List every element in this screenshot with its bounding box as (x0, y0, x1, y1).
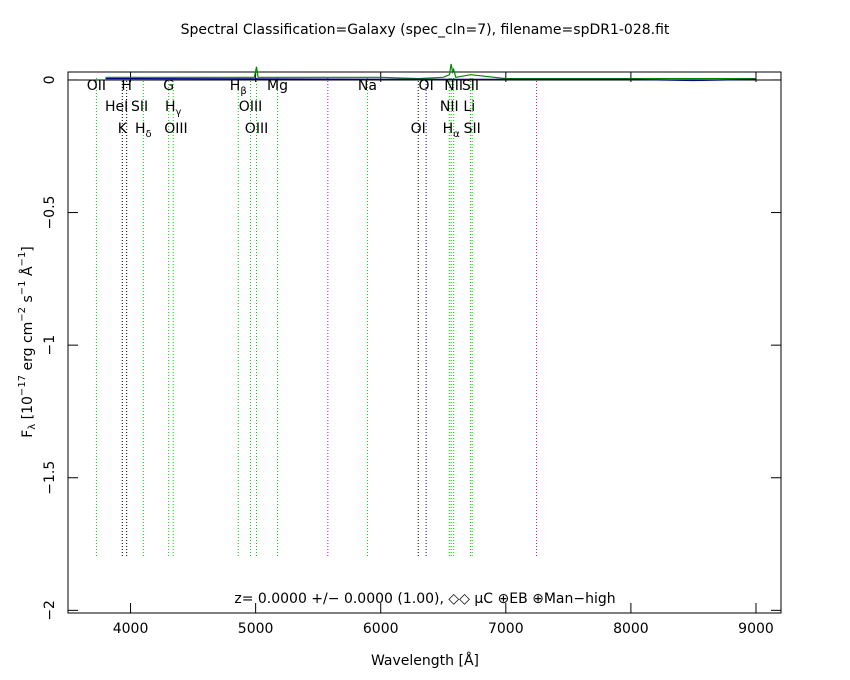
line-label-text: H (165, 99, 176, 115)
line-label-text: NII (440, 99, 459, 115)
line-label-sub: α (453, 129, 460, 140)
x-tick-label: 5000 (238, 621, 274, 637)
y-tick-label: −1.5 (42, 461, 58, 495)
chart-title: Spectral Classification=Galaxy (spec_cln… (181, 22, 670, 38)
y-axis-label-part: ] (20, 246, 36, 251)
line-label: OIII (245, 121, 268, 137)
line-label-text: Li (463, 99, 475, 115)
line-label: Hβ (230, 78, 247, 97)
line-label-text: OII (87, 78, 106, 94)
line-label-text: SII (131, 99, 148, 115)
x-axis-label: Wavelength [Å] (371, 652, 479, 669)
y-axis-label: Fλ [10−17 erg cm−2 s−1 Å−1] (17, 246, 38, 438)
line-label: NII (440, 99, 459, 115)
line-label-text: K (118, 121, 128, 137)
y-axis-label-part: Å (19, 266, 36, 280)
y-axis-label-part: erg cm (20, 322, 36, 375)
spectrum-line (105, 78, 757, 82)
line-label-text: OI (411, 121, 426, 137)
x-tick-label: 8000 (613, 621, 649, 637)
line-label: SII (464, 121, 481, 137)
y-axis-label-part: −1 (17, 252, 28, 267)
line-label-text: OIII (245, 121, 268, 137)
line-label-text: Na (358, 78, 377, 94)
line-label: OI (419, 78, 434, 94)
y-axis-label-part: s (20, 295, 36, 307)
line-label: Li (463, 99, 475, 115)
line-label: HeI (105, 99, 128, 115)
line-label-text: HeI (105, 99, 128, 115)
line-label: OI (411, 121, 426, 137)
line-label-text: H (230, 78, 241, 94)
line-label: NII (444, 78, 463, 94)
annotation: z= 0.0000 +/− 0.0000 (1.00), ◇◇ μC ⊕EB ⊕… (234, 591, 615, 607)
line-label-sub: δ (146, 129, 152, 140)
x-tick-label: 4000 (113, 621, 149, 637)
x-tick-label: 6000 (363, 621, 399, 637)
line-label: SII (462, 78, 479, 94)
y-axis-label-part: F (20, 430, 36, 438)
line-label-sub: β (240, 86, 246, 97)
line-label: Hγ (165, 99, 182, 118)
line-label: OIII (164, 121, 187, 137)
line-label: SII (131, 99, 148, 115)
line-label-text: OIII (164, 121, 187, 137)
line-label-text: H (121, 78, 132, 94)
line-label: OIII (239, 99, 262, 115)
line-label: Mg (267, 78, 288, 94)
y-tick-label: −1 (42, 335, 58, 356)
line-label: Hδ (135, 121, 152, 140)
y-tick-label: −0.5 (42, 196, 58, 230)
y-axis-label-part: λ (27, 424, 38, 430)
line-label-text: OI (419, 78, 434, 94)
line-label-text: SII (462, 78, 479, 94)
y-tick-label: 0 (42, 75, 58, 84)
x-tick-label: 7000 (488, 621, 524, 637)
line-label-sub: γ (176, 107, 182, 118)
spectrum-line (105, 63, 756, 80)
y-axis-label-part: −1 (17, 280, 28, 295)
plot-frame (67, 71, 782, 614)
line-label-text: OIII (239, 99, 262, 115)
line-label: G (163, 78, 174, 94)
y-axis-label-part: −17 (17, 375, 28, 396)
line-label-text: G (163, 78, 174, 94)
line-label: Hα (443, 121, 461, 140)
line-label-text: H (135, 121, 146, 137)
line-label-text: H (443, 121, 454, 137)
line-label: OII (87, 78, 106, 94)
line-label: H (121, 78, 132, 94)
y-axis-label-part: −2 (17, 307, 28, 322)
line-label-text: SII (464, 121, 481, 137)
line-label-text: NII (444, 78, 463, 94)
line-label-text: Mg (267, 78, 288, 94)
line-label: K (118, 121, 128, 137)
x-tick-label: 9000 (738, 621, 774, 637)
line-label: Na (358, 78, 377, 94)
y-axis-label-part: [10 (20, 396, 36, 424)
y-tick-label: −2 (42, 600, 58, 621)
